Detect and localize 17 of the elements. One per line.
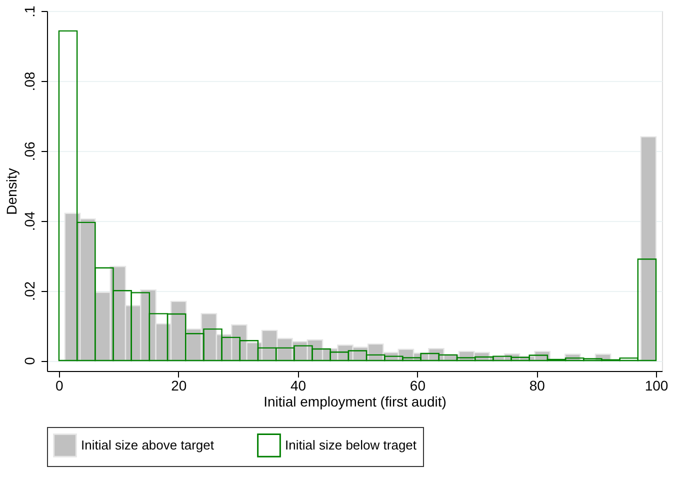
- y-tick-label: .1: [22, 5, 38, 18]
- y-tick-label: .08: [22, 71, 38, 92]
- x-tick-label: 40: [290, 378, 306, 394]
- x-axis-title: Initial employment (first audit): [264, 394, 446, 410]
- x-tick-label: 60: [410, 378, 426, 394]
- y-tick-label: .04: [22, 211, 38, 231]
- x-tick-label: 0: [56, 378, 64, 394]
- y-tick-label: 0: [22, 356, 38, 365]
- y-axis-title: Density: [4, 168, 20, 215]
- bar: [640, 136, 657, 362]
- y-tick-label: .02: [22, 281, 38, 301]
- x-tick-label: 100: [644, 378, 668, 394]
- x-tick-label: 20: [171, 378, 187, 394]
- legend-label: Initial size below traget: [285, 437, 417, 452]
- y-tick-label: .06: [22, 141, 38, 162]
- x-tick-label: 80: [529, 378, 546, 394]
- legend-label: Initial size above target: [81, 437, 214, 452]
